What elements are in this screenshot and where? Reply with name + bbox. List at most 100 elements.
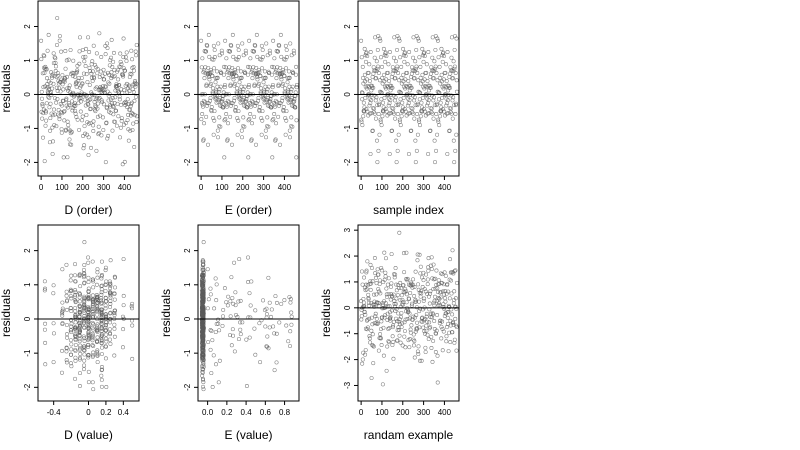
data-point bbox=[240, 135, 245, 140]
data-point bbox=[275, 49, 280, 54]
data-point bbox=[432, 319, 437, 323]
data-point bbox=[202, 121, 207, 126]
data-point bbox=[411, 277, 416, 282]
data-point bbox=[242, 124, 247, 129]
data-point bbox=[77, 324, 82, 329]
data-point bbox=[397, 78, 402, 83]
data-point bbox=[416, 36, 421, 41]
data-point bbox=[273, 104, 277, 109]
data-point bbox=[259, 132, 264, 137]
data-point bbox=[51, 61, 56, 66]
data-point bbox=[288, 300, 293, 305]
data-point bbox=[94, 282, 99, 287]
x-tick-label: 300 bbox=[97, 183, 111, 192]
data-point bbox=[222, 85, 227, 90]
data-point bbox=[418, 358, 422, 363]
data-point bbox=[264, 135, 269, 140]
data-point bbox=[386, 62, 391, 67]
data-point bbox=[266, 96, 271, 101]
data-point bbox=[368, 151, 373, 156]
data-point bbox=[434, 298, 439, 303]
data-point bbox=[270, 64, 275, 69]
data-point bbox=[412, 116, 417, 121]
data-point bbox=[57, 86, 62, 91]
x-tick-label: 200 bbox=[396, 408, 410, 417]
data-point bbox=[441, 329, 446, 334]
data-point bbox=[199, 273, 204, 278]
data-point bbox=[403, 317, 408, 322]
data-point bbox=[393, 95, 398, 100]
data-point bbox=[74, 84, 79, 89]
data-point bbox=[86, 152, 91, 157]
data-point bbox=[377, 103, 382, 108]
data-point bbox=[284, 66, 289, 71]
y-tick-label: -2 bbox=[343, 355, 352, 363]
data-point bbox=[383, 86, 388, 91]
data-point bbox=[69, 328, 73, 333]
data-point bbox=[402, 334, 407, 339]
data-point bbox=[280, 98, 285, 103]
data-point bbox=[388, 315, 393, 320]
data-point bbox=[284, 323, 289, 328]
data-point bbox=[130, 128, 135, 133]
data-point bbox=[385, 113, 390, 118]
data-point bbox=[288, 99, 293, 104]
data-point bbox=[251, 65, 256, 70]
data-point bbox=[274, 331, 279, 336]
data-point bbox=[414, 299, 418, 304]
data-point bbox=[373, 98, 378, 103]
data-point bbox=[250, 121, 255, 126]
data-point bbox=[111, 105, 116, 109]
data-point bbox=[395, 47, 399, 52]
x-tick-label: 0.0 bbox=[202, 408, 214, 417]
data-point bbox=[99, 259, 104, 264]
data-point bbox=[278, 32, 283, 37]
data-point bbox=[251, 49, 256, 54]
data-point bbox=[428, 291, 432, 296]
data-point bbox=[451, 138, 456, 143]
data-point bbox=[233, 105, 238, 109]
data-point bbox=[386, 276, 391, 281]
data-point bbox=[82, 363, 87, 368]
data-point bbox=[211, 86, 215, 91]
data-point bbox=[398, 340, 403, 345]
data-point bbox=[267, 300, 272, 305]
data-point bbox=[213, 96, 218, 101]
data-point bbox=[364, 318, 369, 323]
data-point bbox=[419, 100, 424, 105]
data-point bbox=[88, 97, 93, 102]
data-point bbox=[99, 301, 104, 306]
data-point bbox=[119, 116, 124, 121]
data-point bbox=[280, 81, 285, 86]
data-point bbox=[82, 296, 87, 300]
y-tick-label: 2 bbox=[183, 24, 192, 29]
data-point bbox=[372, 55, 377, 60]
data-point bbox=[375, 160, 380, 165]
data-point bbox=[94, 324, 99, 329]
data-point bbox=[82, 308, 86, 313]
data-point bbox=[49, 73, 54, 78]
data-point bbox=[103, 306, 108, 311]
data-point bbox=[82, 298, 87, 303]
data-point bbox=[370, 322, 375, 327]
data-point bbox=[107, 337, 112, 342]
data-point bbox=[68, 131, 73, 136]
data-point bbox=[260, 47, 265, 52]
data-point bbox=[420, 72, 425, 77]
data-point bbox=[201, 104, 205, 109]
data-point bbox=[73, 103, 78, 108]
data-point bbox=[420, 46, 425, 51]
data-point bbox=[79, 99, 83, 104]
data-point bbox=[439, 72, 444, 77]
data-point bbox=[363, 95, 368, 100]
data-point bbox=[415, 103, 420, 108]
data-point bbox=[407, 50, 412, 54]
data-point bbox=[243, 48, 248, 53]
data-point bbox=[107, 63, 112, 68]
data-point bbox=[452, 66, 457, 71]
data-point bbox=[120, 314, 125, 319]
data-point bbox=[60, 313, 65, 318]
data-point bbox=[201, 277, 206, 282]
data-point bbox=[73, 306, 78, 311]
